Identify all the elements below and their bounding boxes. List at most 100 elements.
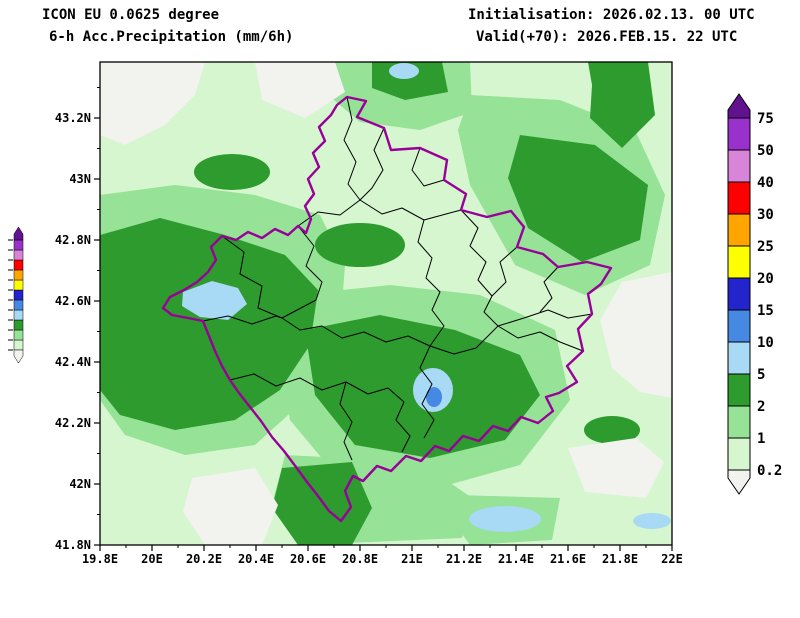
colorbar-label: 2 [757, 399, 765, 415]
x-axis-label: 21E [401, 552, 423, 566]
precipitation-field [100, 62, 672, 545]
valid-time: Valid(+70): 2026.FEB.15. 22 UTC [476, 29, 738, 45]
country-border [161, 95, 613, 523]
x-axis-label: 20.8E [342, 552, 378, 566]
heavier-precip-core [426, 387, 442, 407]
y-axis-label: 42.8N [55, 233, 91, 247]
mini-colorbar-cell [13, 329, 24, 341]
colorbar-label: 5 [757, 367, 765, 383]
x-axis-label: 19.8E [82, 552, 118, 566]
x-axis-label: 20.6E [290, 552, 326, 566]
colorbar-cell [727, 341, 751, 375]
colorbar-cell [727, 245, 751, 279]
heavy-precip-spot [633, 513, 671, 529]
district-border-line [202, 315, 283, 325]
colorbar-label: 15 [757, 303, 774, 319]
colorbar-label: 1 [757, 431, 765, 447]
mini-colorbar-cell [13, 289, 24, 301]
colorbar-label: 25 [757, 239, 774, 255]
precip-moderate-region [588, 62, 655, 148]
colorbar-under-arrow [727, 469, 751, 495]
x-axis-label: 21.2E [446, 552, 482, 566]
precip-moderate-region [194, 154, 270, 190]
y-axis-label: 42N [69, 477, 91, 491]
axes: 19.8E 20E 20.2E 20.4E 20.6E 20.8E 21E 21.2E 21.4… [55, 87, 683, 566]
district-borders [202, 96, 593, 461]
y-axis-label: 42.2N [55, 416, 91, 430]
district-border-line [359, 127, 385, 201]
colorbar-cell [727, 213, 751, 247]
colorbar-label: 75 [757, 111, 774, 127]
model-title: ICON EU 0.0625 degree [42, 7, 220, 23]
precip-moderate-region [315, 223, 405, 267]
colorbar-cell [727, 117, 751, 151]
y-axis-label: 41.8N [55, 538, 91, 552]
district-border-line [417, 219, 445, 347]
heavy-precip-spot [389, 63, 419, 79]
mini-colorbar [8, 226, 24, 364]
mini-colorbar-cell [13, 259, 24, 271]
district-border-line [297, 199, 361, 227]
heavy-precip-spot [469, 506, 541, 532]
district-border-line [281, 225, 323, 319]
district-border-line [387, 387, 411, 453]
district-border-line [497, 325, 584, 352]
colorbar-label: 10 [757, 335, 774, 351]
colorbar-cell [727, 437, 751, 471]
precip-moderate-region [508, 135, 648, 262]
dry-region [100, 62, 205, 145]
mini-colorbar-over-arrow [13, 226, 24, 241]
precip-moderate-region [100, 218, 318, 430]
x-axis-label: 20.4E [238, 552, 274, 566]
dry-region [255, 62, 345, 118]
dry-region [568, 438, 664, 498]
x-axis-label: 21.4E [498, 552, 534, 566]
mini-colorbar-cell [13, 269, 24, 281]
mini-colorbar-cell [13, 309, 24, 321]
district-border-line [359, 199, 462, 221]
product-title: 6-h Acc.Precipitation (mm/6h) [49, 29, 294, 45]
y-axis-label: 42.4N [55, 355, 91, 369]
mini-colorbar-cell [13, 299, 24, 311]
district-border-line [281, 317, 431, 347]
y-axis-label: 43N [69, 172, 91, 186]
mini-colorbar-cell [13, 239, 24, 251]
precip-moderate-region [584, 416, 640, 444]
district-border-line [429, 325, 499, 355]
mini-colorbar-cell [13, 339, 24, 351]
y-axis-label: 43.2N [55, 111, 91, 125]
colorbar-label: 0.2 [757, 463, 782, 479]
colorbar-label: 30 [757, 207, 774, 223]
district-border-line [460, 209, 499, 327]
heavy-precip-spot [182, 281, 247, 320]
x-axis-label: 20E [141, 552, 163, 566]
x-axis-label: 21.6E [550, 552, 586, 566]
district-border-line [339, 381, 353, 461]
mini-colorbar-cell [13, 279, 24, 291]
colorbar-cell [727, 405, 751, 439]
district-border-line [491, 246, 518, 297]
colorbar-label: 20 [757, 271, 774, 287]
colorbar-cell [727, 181, 751, 215]
colorbar-label: 50 [757, 143, 774, 159]
colorbar-label: 40 [757, 175, 774, 191]
colorbar-cell [727, 309, 751, 343]
x-axis-label: 22E [661, 552, 683, 566]
mini-colorbar-cell [13, 249, 24, 261]
dry-region [183, 468, 278, 545]
x-axis-label: 21.8E [602, 552, 638, 566]
colorbar-cell [727, 373, 751, 407]
colorbar-cell [727, 277, 751, 311]
district-border-line [539, 266, 559, 313]
district-border-line [221, 235, 283, 319]
initialisation-time: Initialisation: 2026.02.13. 00 UTC [468, 7, 755, 23]
mini-colorbar-cell [13, 319, 24, 331]
precip-moderate-region [272, 462, 372, 545]
x-axis-label: 20.2E [186, 552, 222, 566]
colorbar-over-arrow [727, 93, 751, 119]
dry-region [600, 272, 672, 398]
district-border-line [343, 96, 361, 201]
